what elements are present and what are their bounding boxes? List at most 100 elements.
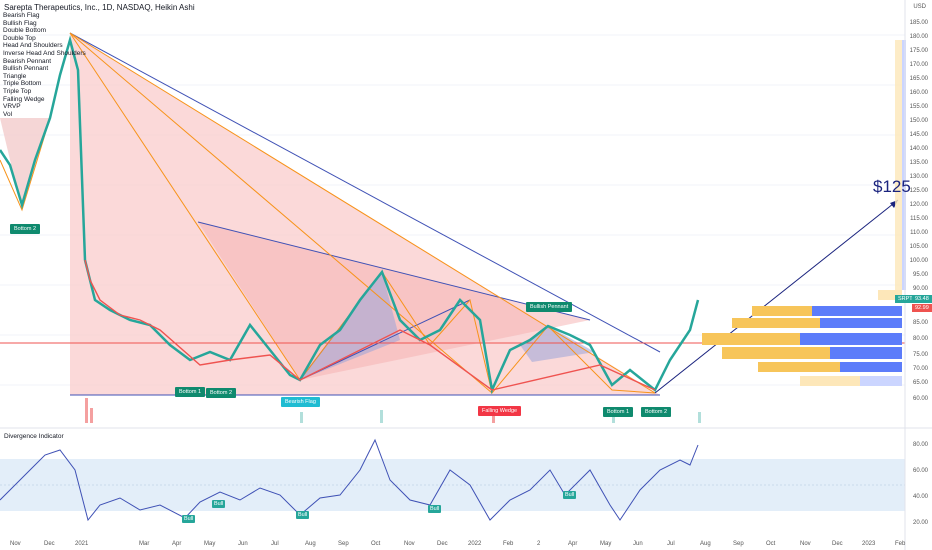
label-bearish-flag: Bearish Flag (281, 397, 320, 407)
y-tick: 80.00 (912, 336, 928, 342)
x-tick: May (204, 541, 216, 547)
ind-y-tick: 20.00 (912, 520, 928, 526)
x-tick: Aug (700, 541, 711, 547)
bull-label: Bull (563, 491, 577, 499)
y-tick: 125.00 (909, 188, 928, 194)
symbol-tag: SRPT (895, 295, 916, 303)
left-triangle (0, 118, 50, 210)
legend-item[interactable]: Bullish Pennant (3, 65, 49, 73)
target-arrow (654, 199, 899, 394)
x-tick: Aug (305, 541, 316, 547)
x-tick: Jul (271, 541, 279, 547)
legend-item[interactable]: Head And Shoulders (3, 42, 63, 50)
x-tick: Nov (10, 541, 21, 547)
x-tick: 2022 (468, 541, 482, 547)
x-tick: Feb (895, 541, 906, 547)
bull-flag (300, 272, 400, 380)
legend-item[interactable]: Bullish Flag (3, 19, 37, 27)
y-tick: 115.00 (910, 216, 928, 222)
x-tick: Oct (766, 541, 776, 547)
indicator-line (0, 438, 699, 522)
x-tick: 2023 (862, 541, 876, 547)
legend-item[interactable]: Vol (3, 110, 13, 118)
y-tick: 95.00 (912, 272, 928, 278)
x-tick: Dec (437, 541, 448, 547)
x-tick: Jun (238, 541, 248, 547)
legend-item[interactable]: Falling Wedge (3, 95, 45, 103)
y-tick: 170.00 (909, 62, 928, 68)
x-tick: 2 (537, 541, 541, 547)
y-tick: 120.00 (909, 202, 928, 208)
price-tag: 92.99 (912, 304, 932, 312)
y-tick: 180.00 (909, 34, 928, 40)
y-tick: 110.00 (910, 230, 928, 236)
legend-item[interactable]: Double Bottom (3, 27, 46, 35)
bull-label: Bull (212, 500, 226, 508)
label-bottom-2: Bottom 2 (641, 407, 672, 417)
y-tick: 185.00 (909, 20, 928, 26)
x-tick: Nov (404, 541, 415, 547)
y-tick: 155.00 (909, 104, 928, 110)
label-bottom-1: Bottom 1 (175, 387, 206, 397)
legend-item[interactable]: Triple Top (3, 87, 32, 95)
label-falling-wedge: Falling Wedge (478, 406, 522, 416)
x-tick: Jun (633, 541, 643, 547)
ind-y-tick: 80.00 (912, 442, 928, 448)
y-tick: 140.00 (909, 146, 928, 152)
price-tag: 93.48 (912, 295, 932, 303)
pattern-legend: Bearish Flag Bullish Flag Double Bottom … (3, 12, 86, 118)
x-tick: Mar (139, 541, 150, 547)
x-tick: Sep (733, 541, 744, 547)
x-tick: Nov (800, 541, 811, 547)
y-tick: 100.00 (909, 258, 928, 264)
legend-item[interactable]: Bearish Pennant (3, 57, 52, 65)
ind-y-tick: 60.00 (912, 468, 928, 474)
y-tick: 135.00 (909, 160, 928, 166)
legend-item[interactable]: Double Top (3, 34, 36, 42)
y-tick: 60.00 (912, 396, 928, 402)
price-line (0, 35, 700, 395)
x-tick: Jul (667, 541, 675, 547)
legend-item[interactable]: Bearish Flag (3, 12, 40, 19)
label-bottom-2: Bottom 2 (10, 224, 41, 234)
y-tick: 175.00 (909, 48, 928, 54)
x-tick: Dec (44, 541, 55, 547)
legend-item[interactable]: Triangle (3, 72, 27, 80)
y-tick: 65.00 (912, 380, 928, 386)
ind-y-tick: 40.00 (912, 494, 928, 500)
x-tick: Apr (172, 541, 182, 547)
pennant (520, 326, 595, 362)
x-tick: Apr (568, 541, 578, 547)
x-tick: Feb (503, 541, 514, 547)
y-tick: 70.00 (912, 366, 928, 372)
indicator-title[interactable]: Divergence Indicator (4, 433, 64, 440)
x-tick: May (600, 541, 612, 547)
legend-item[interactable]: Inverse Head And Shoulders (3, 49, 86, 57)
bull-label: Bull (428, 505, 442, 513)
y-tick: 130.00 (909, 174, 928, 180)
chart-title: Sarepta Therapeutics, Inc., 1D, NASDAQ, … (4, 3, 195, 12)
legend-item[interactable]: Triple Bottom (3, 80, 42, 88)
label-bottom-1: Bottom 1 (603, 407, 634, 417)
y-tick: 165.00 (909, 76, 928, 82)
y-tick: 85.00 (912, 320, 928, 326)
y-tick: 75.00 (912, 352, 928, 358)
x-tick: Dec (832, 541, 843, 547)
y-tick: 145.00 (909, 132, 928, 138)
legend-item[interactable]: VRVP (3, 103, 21, 111)
bull-label: Bull (296, 511, 310, 519)
target-label: $125 (873, 177, 911, 196)
label-bottom-2: Bottom 2 (206, 388, 237, 398)
y-tick: 105.00 (909, 244, 928, 250)
x-tick: Sep (338, 541, 349, 547)
currency-label: USD (913, 4, 926, 10)
bull-label: Bull (182, 515, 196, 523)
label-bullish-pennant: Bullish Pennant (526, 302, 573, 312)
y-tick: 150.00 (909, 118, 928, 124)
x-tick: Oct (371, 541, 381, 547)
x-tick: 2021 (75, 541, 89, 547)
y-tick: 90.00 (912, 286, 928, 292)
orange-lines (0, 32, 656, 395)
y-tick: 160.00 (909, 90, 928, 96)
